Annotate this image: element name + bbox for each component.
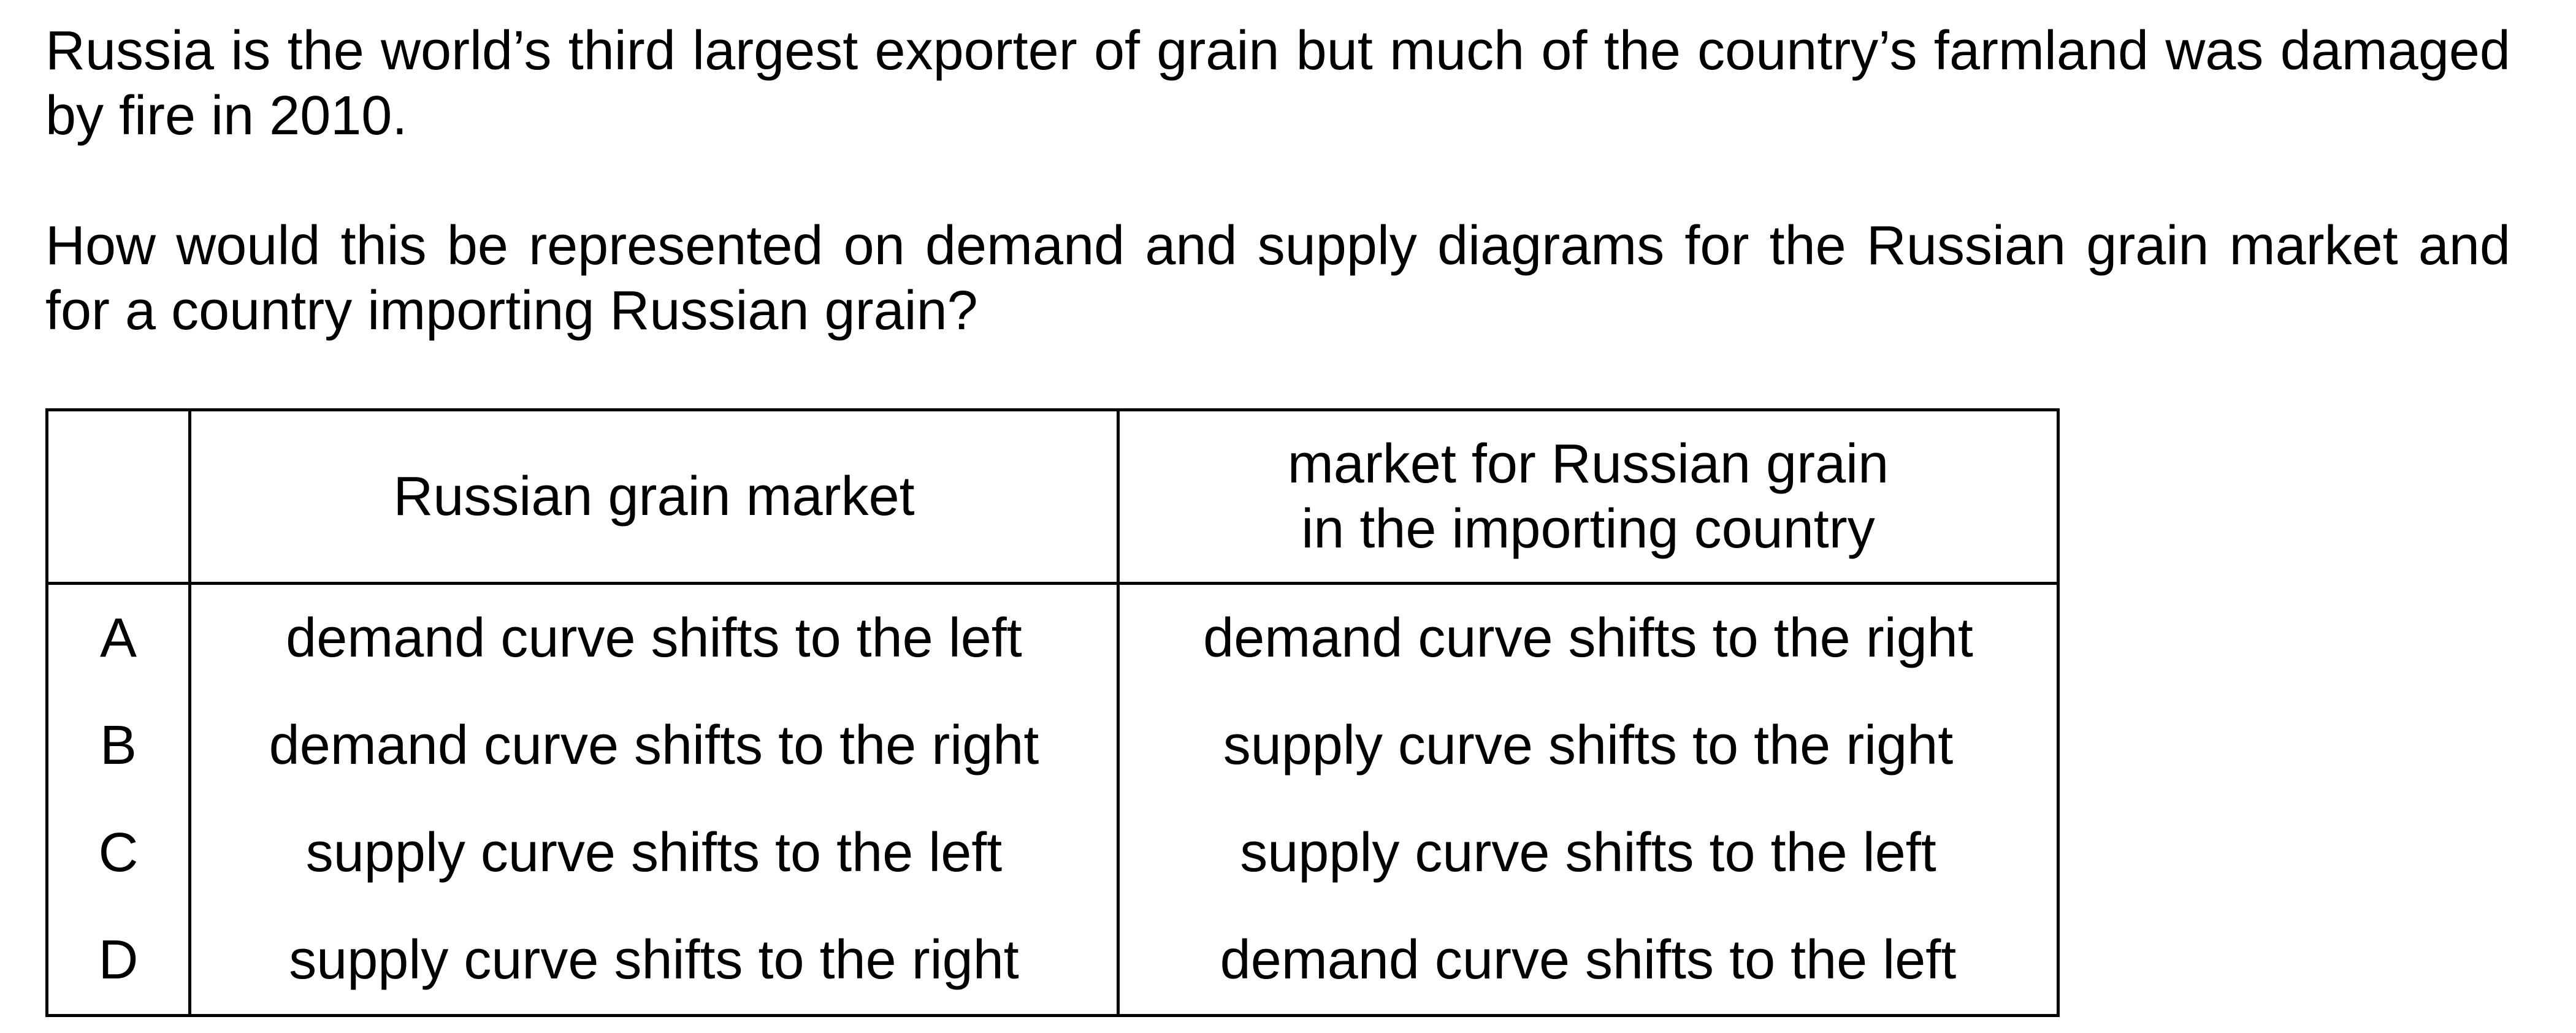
option-russian-effect: supply curve shifts to the right [188, 907, 1120, 1017]
table-row[interactable]: B demand curve shifts to the right suppl… [45, 692, 2060, 799]
table-row[interactable]: C supply curve shifts to the left supply… [45, 799, 2060, 907]
table-header-row: Russian grain market market for Russian … [45, 408, 2060, 585]
option-letter[interactable]: A [45, 583, 191, 692]
option-letter[interactable]: D [45, 907, 191, 1017]
header-importing-market: market for Russian grain in the importin… [1117, 408, 2060, 585]
header-russian-market: Russian grain market [188, 408, 1120, 585]
header-importing-line1: market for Russian grain [1287, 433, 1889, 495]
question-context-paragraph: Russia is the world’s third largest expo… [45, 20, 2510, 147]
answer-options-table: Russian grain market market for Russian … [45, 408, 2060, 1017]
option-letter[interactable]: B [45, 692, 191, 799]
header-letter-cell [45, 408, 191, 585]
header-importing-line2: in the importing country [1301, 498, 1875, 560]
option-importing-effect: demand curve shifts to the right [1117, 583, 2060, 692]
option-russian-effect: supply curve shifts to the left [188, 799, 1120, 907]
option-importing-effect: supply curve shifts to the right [1117, 692, 2060, 799]
option-letter[interactable]: C [45, 799, 191, 907]
table-row[interactable]: A demand curve shifts to the left demand… [45, 583, 2060, 692]
table-row[interactable]: D supply curve shifts to the right deman… [45, 907, 2060, 1017]
question-prompt-paragraph: How would this be represented on demand … [45, 215, 2510, 341]
option-russian-effect: demand curve shifts to the right [188, 692, 1120, 799]
option-russian-effect: demand curve shifts to the left [188, 583, 1120, 692]
option-importing-effect: demand curve shifts to the left [1117, 907, 2060, 1017]
option-importing-effect: supply curve shifts to the left [1117, 799, 2060, 907]
